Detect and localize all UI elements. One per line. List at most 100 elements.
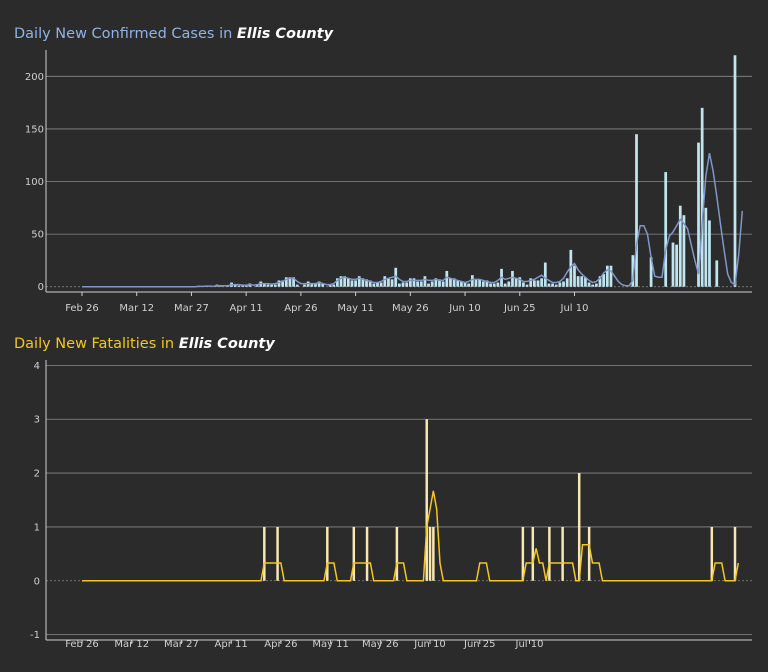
cases-bar	[664, 172, 668, 287]
cases-bar	[284, 277, 288, 287]
cases-bar	[354, 280, 357, 287]
fatal-y-tick-label: -1	[30, 630, 40, 641]
cases-bar	[412, 278, 416, 287]
cases-x-tick-label: Jun 10	[448, 303, 481, 314]
cases-bar	[339, 276, 343, 287]
cases-bar	[522, 282, 525, 287]
fatalities-title-county: Ellis County	[178, 336, 275, 352]
cases-bar	[441, 281, 445, 287]
cases-bar	[671, 242, 675, 287]
fatal-x-tick-label: Mar 27	[164, 639, 199, 650]
cases-bar	[303, 284, 306, 287]
cases-x-tick-label: May 11	[337, 303, 374, 314]
cases-x-tick-label: May 26	[392, 303, 429, 314]
fatal-y-tick-label: 4	[34, 361, 40, 372]
fatal-bar	[587, 526, 591, 581]
cases-bar	[525, 284, 529, 287]
fatal-bar	[548, 526, 551, 581]
fatal-bar	[395, 526, 399, 581]
cases-bar	[427, 283, 430, 287]
cases-bar	[434, 278, 438, 287]
fatal-y-tick-label: 0	[34, 576, 40, 587]
cases-bar	[649, 257, 653, 287]
cases-bar	[343, 276, 347, 287]
cases-bar	[379, 282, 383, 287]
cases-bar	[481, 281, 485, 287]
cases-bar	[529, 278, 533, 287]
fatal-trend-line	[82, 490, 740, 582]
cases-bar	[270, 284, 274, 287]
fatalities-chart-title: Daily New Fatalities in Ellis County	[14, 336, 275, 352]
fatal-bar	[365, 526, 369, 581]
cases-chart: 0 50 100 150 200 Feb 26 Mar 12 Mar 27 Apr 11 Apr …	[25, 50, 752, 314]
cases-bar	[478, 279, 482, 287]
fatal-bar	[710, 526, 714, 581]
cases-bar	[405, 282, 409, 287]
cases-bar	[602, 274, 606, 287]
cases-x-tick-label: Mar 12	[119, 303, 154, 314]
cases-bar	[419, 281, 423, 287]
cases-x-tick-label: Mar 27	[174, 303, 209, 314]
cases-bar	[511, 270, 514, 287]
cases-bar	[470, 275, 474, 287]
cases-bar	[573, 265, 576, 287]
cases-bar	[704, 207, 708, 287]
cases-bar	[562, 281, 565, 287]
cases-bar	[697, 142, 700, 287]
cases-bar	[292, 277, 295, 287]
cases-bar	[485, 280, 489, 287]
fatal-y-tick-label: 1	[34, 522, 40, 533]
cases-bar	[558, 282, 562, 287]
cases-bar	[554, 284, 558, 287]
cases-bar	[605, 265, 609, 287]
cases-bar	[273, 284, 277, 287]
cases-bar	[460, 281, 463, 287]
cases-bar	[383, 276, 387, 287]
cases-y-tick-label: 100	[25, 177, 44, 188]
fatal-bar	[276, 526, 279, 581]
cases-bar	[233, 284, 237, 287]
cases-bar	[438, 279, 441, 287]
fatal-x-tick-label: Jun 10	[413, 639, 446, 650]
cases-bar	[361, 278, 365, 287]
cases-y-tick-label: 200	[25, 72, 44, 83]
cases-bar	[430, 281, 434, 287]
cases-bar	[321, 283, 325, 287]
cases-bar	[540, 278, 544, 287]
cases-bar	[715, 260, 719, 287]
cases-title-prefix: Daily New Confirmed Cases in	[14, 26, 233, 42]
cases-bar	[390, 279, 394, 287]
fatal-x-tick-label: Jun 25	[463, 639, 496, 650]
cases-bar	[492, 283, 496, 287]
cases-bar	[514, 278, 518, 287]
fatal-bar	[577, 473, 581, 581]
cases-bar	[591, 284, 595, 287]
cases-bar	[595, 283, 598, 287]
cases-bar	[733, 55, 737, 287]
cases-bar	[281, 280, 285, 287]
cases-bar	[489, 283, 492, 287]
cases-bar	[609, 265, 613, 287]
cases-bar	[387, 278, 390, 287]
cases-bar	[449, 278, 452, 287]
fatal-bar	[531, 526, 535, 581]
cases-bar	[584, 277, 587, 287]
cases-bar	[532, 280, 536, 287]
cases-bar	[335, 278, 339, 287]
cases-bar	[536, 280, 540, 287]
cases-bar	[518, 277, 522, 287]
cases-bar	[565, 278, 569, 287]
cases-bar	[576, 276, 580, 287]
cases-bar	[255, 284, 259, 287]
fatal-x-tick-label: Feb 26	[65, 639, 99, 650]
fatal-bar	[432, 526, 435, 581]
cases-bar	[569, 249, 573, 287]
cases-bar	[543, 262, 547, 287]
cases-bar	[598, 276, 602, 287]
fatal-x-tick-label: May 26	[362, 639, 399, 650]
fatal-x-tick-label: Apr 11	[215, 639, 248, 650]
cases-x-tick-label: Jul 10	[560, 303, 589, 314]
cases-bar	[314, 283, 317, 287]
cases-bar	[496, 282, 500, 287]
cases-bar	[463, 282, 467, 287]
